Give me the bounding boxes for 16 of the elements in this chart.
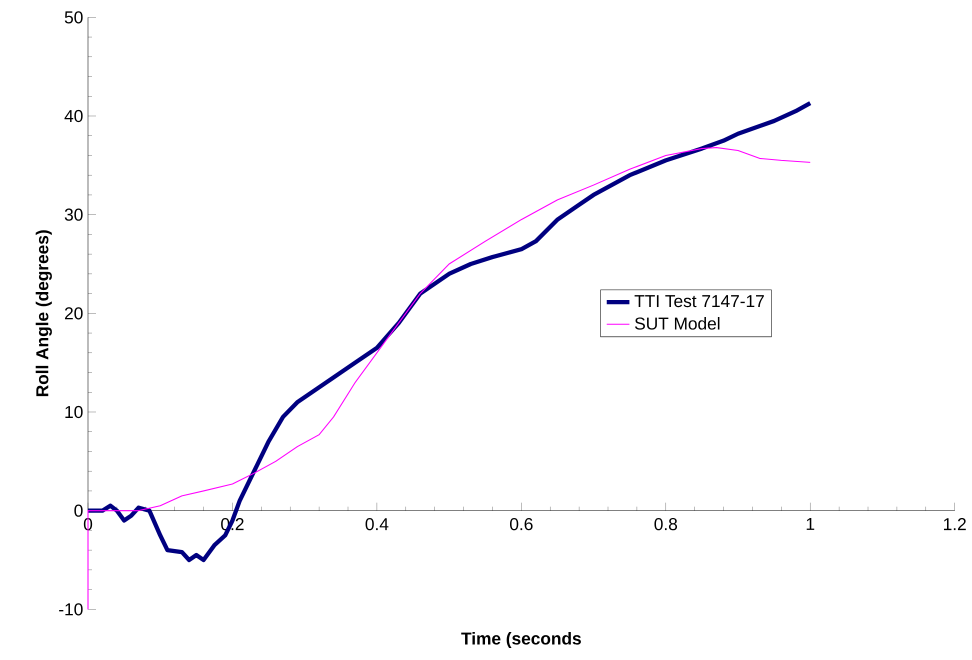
x-tick-label: 0.4 [366, 518, 388, 530]
legend-label: TTI Test 7147-17 [634, 295, 764, 308]
x-tick-label: 0.8 [654, 518, 678, 530]
y-tick-label: 30 [64, 208, 83, 221]
y-tick-label: 20 [64, 307, 83, 320]
y-tick-label: -10 [59, 603, 83, 616]
x-tick-label: 1.2 [944, 518, 966, 530]
y-tick-label: 10 [65, 406, 83, 418]
y-tick-label: 0 [74, 504, 83, 517]
y-tick-label: 40 [64, 110, 83, 122]
legend-label: SUT Model [635, 317, 720, 330]
x-tick-label: 1 [806, 518, 814, 530]
x-axis-title: Time (seconds [461, 632, 581, 648]
x-tick-label: 0.6 [510, 518, 533, 530]
y-axis-title: Roll Angle (degrees) [36, 230, 52, 396]
y-tick-label: 50 [64, 11, 83, 24]
